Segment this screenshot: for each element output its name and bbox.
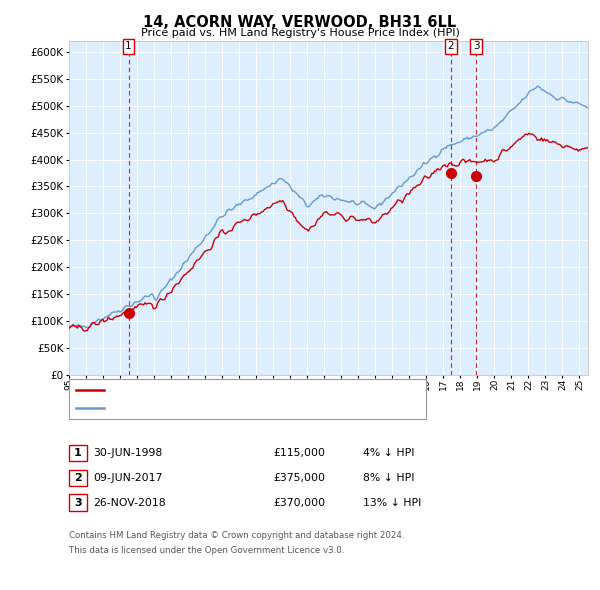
Text: 4% ↓ HPI: 4% ↓ HPI <box>363 448 415 458</box>
Text: 3: 3 <box>473 41 479 51</box>
Text: Contains HM Land Registry data © Crown copyright and database right 2024.: Contains HM Land Registry data © Crown c… <box>69 531 404 540</box>
Text: 30-JUN-1998: 30-JUN-1998 <box>93 448 162 458</box>
Text: 1: 1 <box>125 41 132 51</box>
Text: 2: 2 <box>74 473 82 483</box>
Text: Price paid vs. HM Land Registry's House Price Index (HPI): Price paid vs. HM Land Registry's House … <box>140 28 460 38</box>
Text: 14, ACORN WAY, VERWOOD, BH31 6LL (detached house): 14, ACORN WAY, VERWOOD, BH31 6LL (detach… <box>107 385 385 395</box>
Text: £115,000: £115,000 <box>273 448 325 458</box>
Text: 3: 3 <box>74 498 82 507</box>
Text: 1: 1 <box>74 448 82 458</box>
Text: 14, ACORN WAY, VERWOOD, BH31 6LL: 14, ACORN WAY, VERWOOD, BH31 6LL <box>143 15 457 30</box>
Text: 09-JUN-2017: 09-JUN-2017 <box>93 473 163 483</box>
Text: 8% ↓ HPI: 8% ↓ HPI <box>363 473 415 483</box>
Text: HPI: Average price, detached house, Dorset: HPI: Average price, detached house, Dors… <box>107 402 320 412</box>
Text: £375,000: £375,000 <box>273 473 325 483</box>
Text: 2: 2 <box>448 41 454 51</box>
Text: 26-NOV-2018: 26-NOV-2018 <box>93 498 166 507</box>
Text: £370,000: £370,000 <box>273 498 325 507</box>
Text: 13% ↓ HPI: 13% ↓ HPI <box>363 498 421 507</box>
Text: This data is licensed under the Open Government Licence v3.0.: This data is licensed under the Open Gov… <box>69 546 344 555</box>
